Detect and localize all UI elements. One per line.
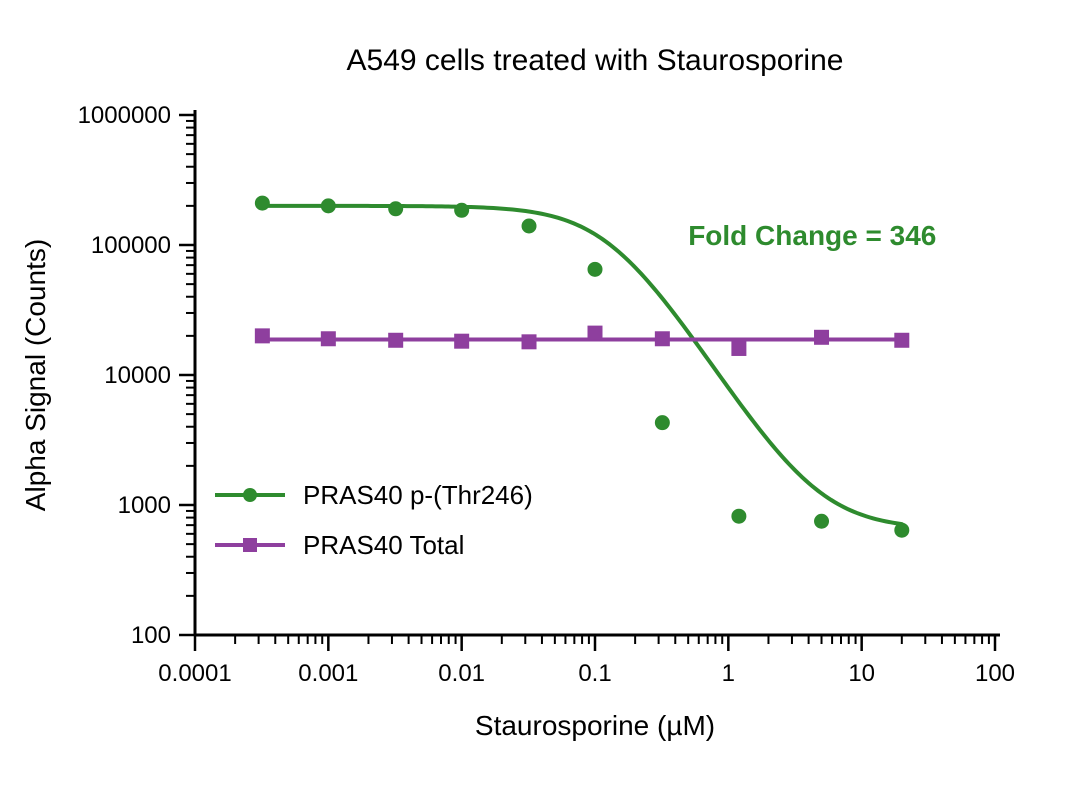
y-tick-label: 1000000 [78,102,171,129]
legend-label-1: PRAS40 Total [303,530,464,560]
chart-svg: 100 1000 10000 100000 1000000 0.0001 0.001 0.01… [0,0,1080,795]
x-tick-label: 10 [848,660,875,687]
chart-container: 100 1000 10000 100000 1000000 0.0001 0.001 0.01… [0,0,1080,795]
y-tick-label: 1000 [118,492,171,519]
x-axis-label: Staurosporine (µM) [475,710,715,741]
legend-label-0: PRAS40 p-(Thr246) [303,480,533,510]
y-tick-label: 100000 [91,232,171,259]
y-tick-label: 10000 [104,362,171,389]
y-axis-label: Alpha Signal (Counts) [20,239,51,511]
x-tick-label: 1 [722,660,735,687]
annotation-0: Fold Change = 346 [688,220,936,251]
x-tick-label: 0.1 [578,660,611,687]
x-tick-label: 0.0001 [158,660,231,687]
x-tick-label: 0.001 [298,660,358,687]
x-tick-label: 100 [975,660,1015,687]
x-tick-label: 0.01 [438,660,485,687]
y-tick-label: 100 [131,622,171,649]
